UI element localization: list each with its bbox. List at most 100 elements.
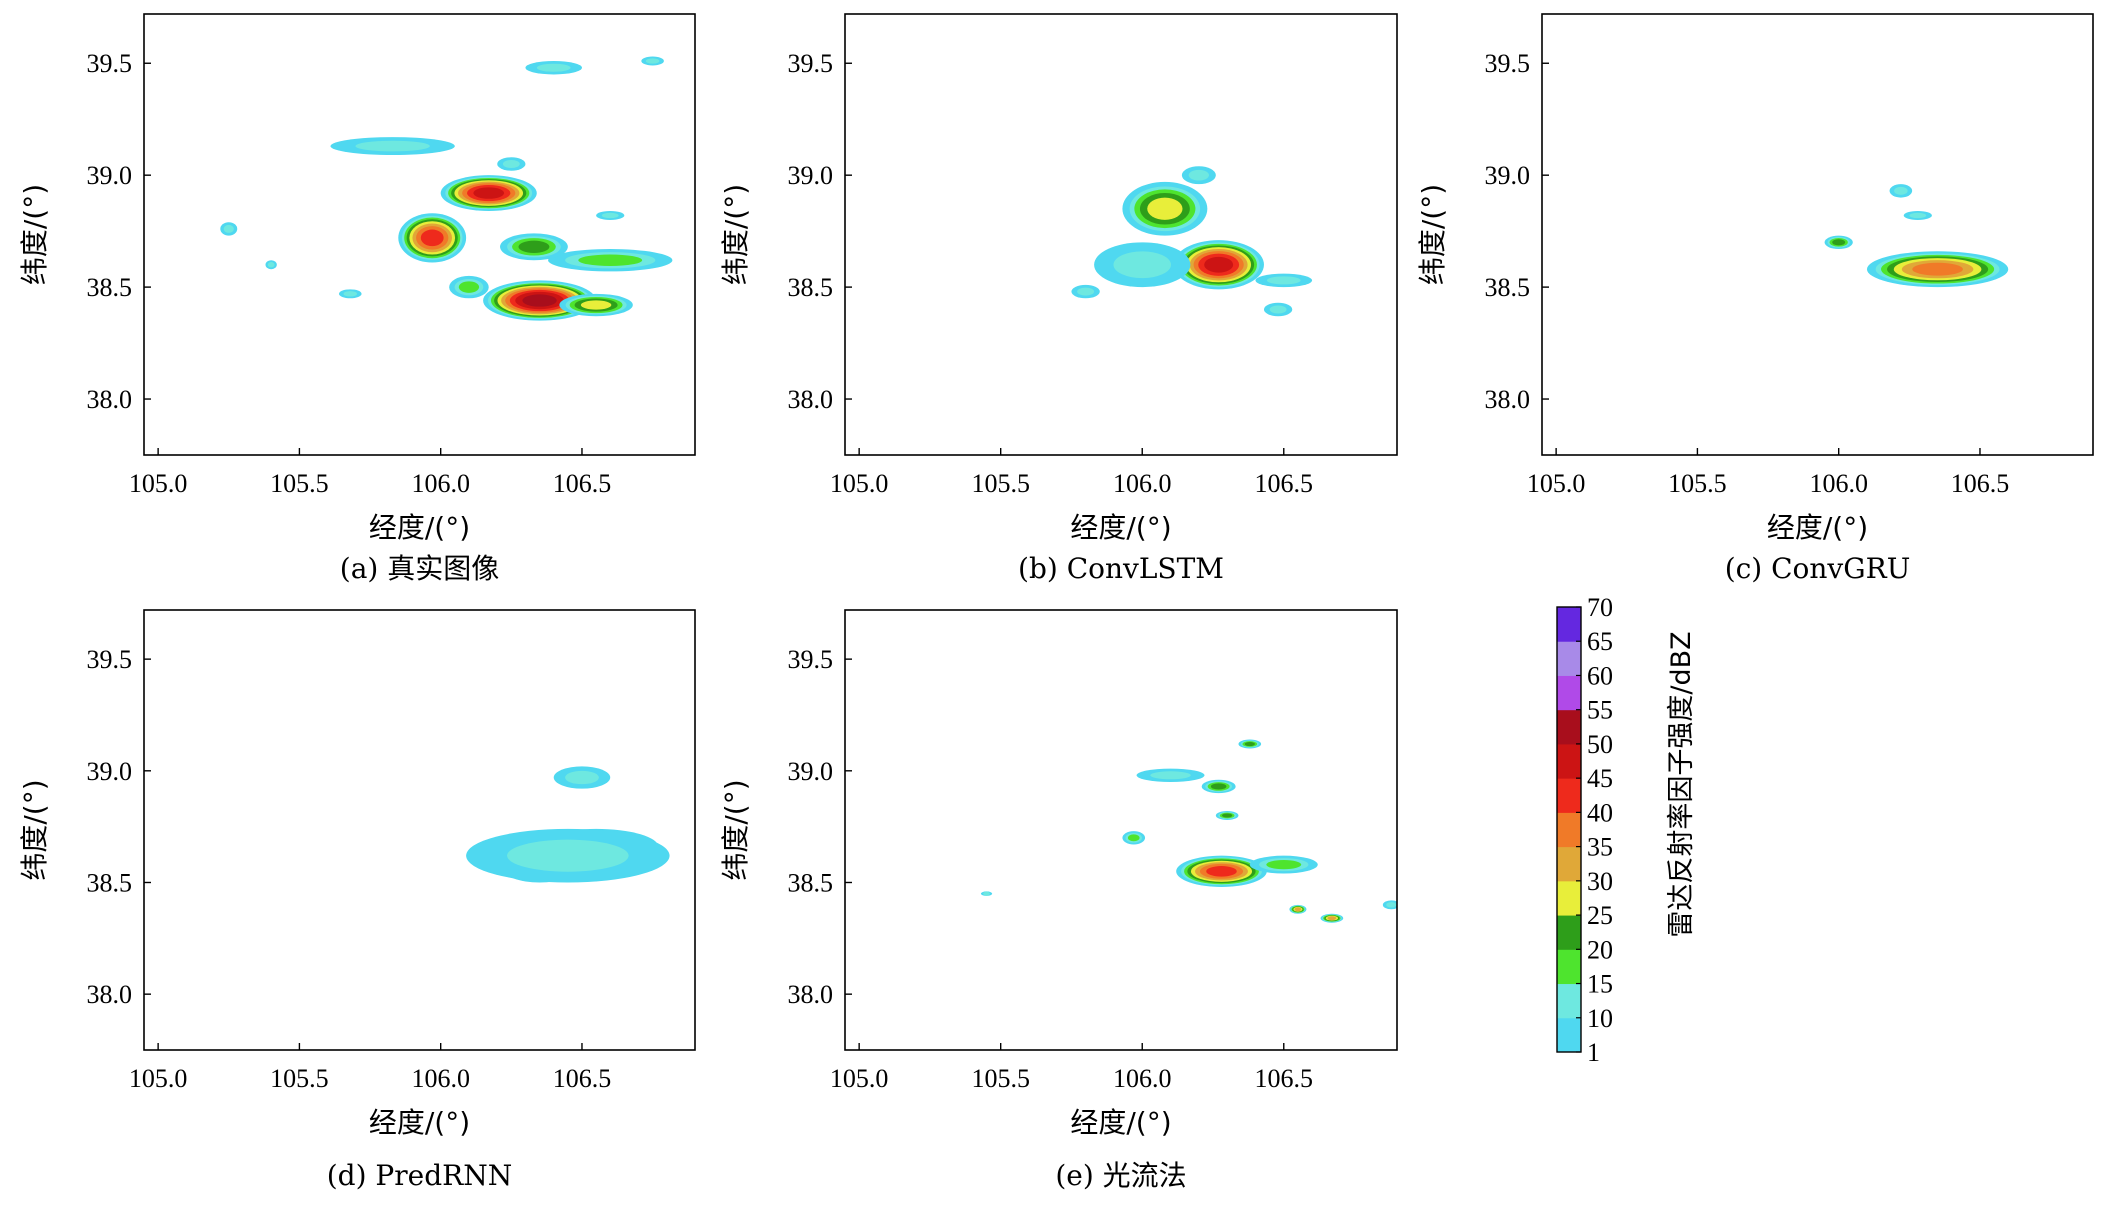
y-tick-label: 39.0 bbox=[1485, 161, 1531, 190]
colorbar-swatch-50 bbox=[1557, 709, 1581, 745]
contour-15dbz bbox=[1266, 860, 1302, 870]
storm-cell bbox=[1382, 900, 1397, 910]
reflectivity-field bbox=[466, 766, 670, 883]
colorbar-swatch-65 bbox=[1557, 607, 1581, 642]
y-tick-label: 39.5 bbox=[87, 49, 133, 78]
contour-10dbz bbox=[601, 212, 619, 219]
y-tick-label: 39.0 bbox=[87, 161, 133, 190]
contour-10dbz bbox=[507, 839, 629, 872]
storm-cell bbox=[265, 260, 277, 270]
x-tick-label: 106.0 bbox=[1113, 1064, 1172, 1093]
x-axis-label: 经度/(°) bbox=[1070, 511, 1171, 544]
contour-10dbz bbox=[343, 291, 358, 297]
plot-frame bbox=[143, 609, 696, 1051]
colorbar-tick-label: 10 bbox=[1587, 1004, 1613, 1033]
colorbar-swatch-20 bbox=[1557, 915, 1581, 950]
x-axis-label: 经度/(°) bbox=[369, 511, 470, 544]
x-axis-label: 经度/(°) bbox=[1767, 511, 1868, 544]
storm-cell bbox=[1320, 913, 1344, 923]
contour-20dbz bbox=[1221, 813, 1233, 818]
panel-caption: (b) ConvLSTM bbox=[1018, 552, 1224, 585]
storm-cell bbox=[1094, 242, 1191, 288]
x-tick-label: 105.0 bbox=[1527, 469, 1586, 498]
x-tick-label: 105.0 bbox=[830, 469, 889, 498]
storm-cell bbox=[596, 210, 625, 220]
contour-10dbz bbox=[223, 224, 234, 233]
contour-10dbz bbox=[565, 770, 599, 785]
colorbar: 1 10 15 20 25 30 35 40 45 50 55 60 65 70 雷达反射率因子强度/dBZ bbox=[1556, 593, 1697, 1067]
storm-cell bbox=[1866, 251, 2009, 288]
storm-cell bbox=[1889, 184, 1913, 198]
contour-10dbz bbox=[1113, 251, 1171, 279]
colorbar-frame bbox=[1556, 606, 1582, 1053]
panel-a: 105.0 105.5 106.0 106.5 39.5 39.0 38.5 38.0 经度/(… bbox=[18, 13, 696, 585]
y-axis-label: 纬度/(°) bbox=[719, 184, 752, 285]
storm-cell bbox=[338, 289, 362, 299]
x-tick-label: 105.5 bbox=[270, 1064, 329, 1093]
storm-cell bbox=[1238, 739, 1262, 749]
storm-cell bbox=[500, 233, 568, 261]
colorbar-swatch-15 bbox=[1557, 949, 1581, 985]
y-tick-label: 39.5 bbox=[87, 645, 133, 674]
y-axis-label: 纬度/(°) bbox=[719, 779, 752, 880]
colorbar-swatch-55 bbox=[1557, 675, 1581, 711]
x-tick-label: 105.0 bbox=[129, 469, 188, 498]
contour-10dbz bbox=[1150, 771, 1191, 780]
storm-cell bbox=[641, 56, 664, 66]
storm-cell bbox=[497, 157, 526, 171]
contour-40dbz bbox=[420, 229, 444, 247]
x-tick-label: 106.5 bbox=[1255, 469, 1314, 498]
contour-10dbz bbox=[267, 262, 275, 268]
reflectivity-field bbox=[980, 739, 1397, 923]
contour-10dbz bbox=[983, 891, 990, 896]
storm-cell bbox=[1122, 181, 1208, 236]
colorbar-tick-label: 25 bbox=[1587, 901, 1613, 930]
y-tick-label: 38.0 bbox=[788, 385, 834, 414]
contour-35dbz bbox=[1912, 262, 1963, 276]
storm-cell bbox=[1255, 273, 1313, 288]
y-tick-label: 39.5 bbox=[1485, 49, 1531, 78]
panel-b: 105.0 105.5 106.0 106.5 39.5 39.0 38.5 38.0 经度/(… bbox=[719, 13, 1398, 585]
storm-cell bbox=[466, 828, 670, 883]
x-tick-label: 106.0 bbox=[411, 469, 470, 498]
storm-cell bbox=[398, 213, 467, 263]
colorbar-tick-label: 65 bbox=[1587, 627, 1613, 656]
storm-cell bbox=[1136, 768, 1205, 782]
colorbar-tick-label: 1 bbox=[1587, 1038, 1600, 1067]
contour-10dbz bbox=[1894, 186, 1908, 195]
storm-cell bbox=[548, 249, 673, 272]
contour-10dbz bbox=[1909, 212, 1927, 219]
storm-cell bbox=[1289, 904, 1307, 914]
y-tick-label: 38.5 bbox=[1485, 273, 1531, 302]
colorbar-swatch-1 bbox=[1557, 1017, 1581, 1053]
contour-15dbz bbox=[1127, 834, 1140, 842]
contour-10dbz bbox=[1266, 276, 1301, 285]
y-tick-label: 38.5 bbox=[788, 273, 834, 302]
x-tick-label: 105.5 bbox=[971, 1064, 1030, 1093]
colorbar-swatch-45 bbox=[1557, 743, 1581, 779]
storm-cell bbox=[330, 137, 455, 156]
storm-cell bbox=[1249, 855, 1318, 874]
storm-cell bbox=[1201, 779, 1236, 794]
reflectivity-field bbox=[220, 56, 673, 321]
contour-15dbz bbox=[578, 254, 643, 266]
x-tick-label: 106.5 bbox=[553, 469, 612, 498]
colorbar-swatch-35 bbox=[1557, 812, 1581, 848]
colorbar-tick-label: 35 bbox=[1587, 833, 1613, 862]
contour-10dbz bbox=[1269, 305, 1287, 314]
plot-frame bbox=[143, 13, 696, 456]
contour-10dbz bbox=[502, 159, 520, 168]
storm-cell bbox=[440, 175, 537, 211]
panel-c: 105.0 105.5 106.0 106.5 39.5 39.0 38.5 38.0 经度/(… bbox=[1416, 13, 2094, 585]
colorbar-tick-label: 40 bbox=[1587, 798, 1613, 827]
contour-10dbz bbox=[1188, 169, 1209, 181]
plot-frame bbox=[844, 609, 1398, 1051]
x-tick-label: 106.5 bbox=[553, 1064, 612, 1093]
storm-cell bbox=[559, 293, 633, 317]
x-tick-label: 106.0 bbox=[411, 1064, 470, 1093]
y-tick-label: 38.0 bbox=[87, 385, 133, 414]
x-tick-label: 106.0 bbox=[1809, 469, 1868, 498]
plot-frame bbox=[1541, 13, 2094, 456]
contour-50dbz bbox=[522, 294, 557, 307]
